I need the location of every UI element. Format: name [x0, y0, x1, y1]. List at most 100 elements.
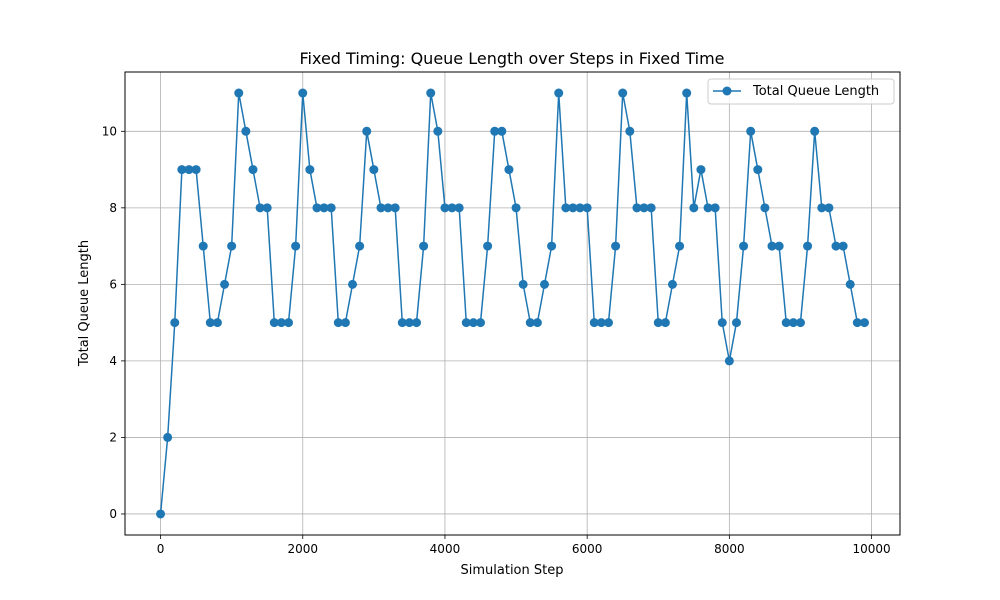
data-point	[433, 126, 443, 136]
x-tick-label: 8000	[714, 542, 745, 556]
data-point	[191, 165, 201, 175]
data-point	[511, 203, 521, 213]
data-point	[675, 241, 685, 251]
data-point	[298, 88, 308, 98]
data-point	[205, 318, 215, 328]
data-point	[724, 356, 734, 366]
data-point	[248, 165, 258, 175]
data-point	[156, 509, 166, 519]
data-point	[362, 126, 372, 136]
x-tick-label: 4000	[430, 542, 461, 556]
y-axis-label: Total Queue Length	[77, 240, 92, 367]
data-point	[376, 203, 386, 213]
x-tick-label: 2000	[287, 542, 318, 556]
data-point	[660, 318, 670, 328]
series-line	[159, 92, 865, 515]
chart-title: Fixed Timing: Queue Length over Steps in…	[300, 49, 725, 68]
data-point	[561, 203, 571, 213]
data-point	[319, 203, 329, 213]
data-point	[639, 203, 649, 213]
data-point	[696, 165, 706, 175]
y-tick-label: 4	[109, 354, 117, 368]
data-point	[184, 165, 194, 175]
data-point	[305, 165, 315, 175]
data-point	[476, 318, 485, 328]
data-point	[667, 279, 677, 289]
data-point	[596, 318, 606, 328]
legend: Total Queue Length	[707, 78, 895, 105]
data-point	[504, 165, 514, 175]
data-point	[746, 126, 756, 136]
data-point	[852, 318, 862, 328]
data-point	[333, 318, 343, 328]
data-point	[348, 279, 358, 289]
data-point	[497, 126, 507, 136]
data-point	[220, 279, 230, 289]
data-point	[269, 318, 279, 328]
data-point	[419, 241, 429, 251]
y-tick-label: 6	[109, 277, 117, 291]
data-point	[234, 88, 244, 98]
data-point	[291, 241, 301, 251]
data-point	[554, 88, 564, 98]
data-point	[326, 203, 336, 213]
data-point	[170, 318, 180, 328]
data-point	[177, 165, 187, 175]
y-tick-label: 2	[109, 430, 117, 444]
y-tick-label: 0	[109, 507, 117, 521]
data-point	[824, 203, 834, 213]
data-point	[817, 203, 827, 213]
data-point	[611, 241, 621, 251]
x-tick-label: 6000	[572, 542, 603, 556]
data-point	[483, 241, 493, 251]
data-point	[390, 203, 400, 213]
data-point	[241, 126, 251, 136]
data-point	[646, 203, 656, 213]
data-point	[625, 126, 635, 136]
x-axis-label: Simulation Step	[461, 563, 564, 578]
data-point	[440, 203, 450, 213]
data-point	[383, 203, 393, 213]
data-point	[795, 318, 805, 328]
data-point	[838, 241, 848, 251]
data-point	[426, 88, 436, 98]
data-point	[859, 318, 869, 328]
data-point	[312, 203, 322, 213]
data-point	[774, 241, 784, 251]
data-point	[284, 318, 294, 328]
data-point	[340, 318, 350, 328]
x-tick-label: 0	[157, 542, 165, 556]
data-point	[163, 432, 173, 442]
data-point	[490, 126, 500, 136]
plot-area-frame	[124, 71, 901, 536]
data-point	[682, 88, 692, 98]
data-point	[803, 241, 813, 251]
data-point	[703, 203, 713, 213]
data-point	[810, 126, 820, 136]
data-point	[525, 318, 535, 328]
data-point	[447, 203, 457, 213]
data-point	[788, 318, 798, 328]
axis-ticks: 0 2000 4000 6000 8000 10000 0 2 4 6 8 10	[102, 124, 891, 556]
data-point	[276, 318, 286, 328]
data-point	[454, 203, 464, 213]
data-point	[227, 241, 237, 251]
data-point	[518, 279, 528, 289]
data-point	[198, 241, 208, 251]
data-point	[540, 279, 549, 289]
data-point	[760, 203, 770, 213]
data-point	[582, 203, 592, 213]
data-point	[618, 88, 628, 98]
data-point	[589, 318, 599, 328]
series-total-queue-length	[156, 88, 869, 519]
data-point	[632, 203, 642, 213]
data-point	[710, 203, 720, 213]
data-point	[369, 165, 379, 175]
data-point	[845, 279, 855, 289]
data-point	[753, 165, 763, 175]
data-point	[397, 318, 407, 328]
data-point	[689, 203, 699, 213]
data-point	[575, 203, 585, 213]
grid-lines	[125, 72, 900, 535]
